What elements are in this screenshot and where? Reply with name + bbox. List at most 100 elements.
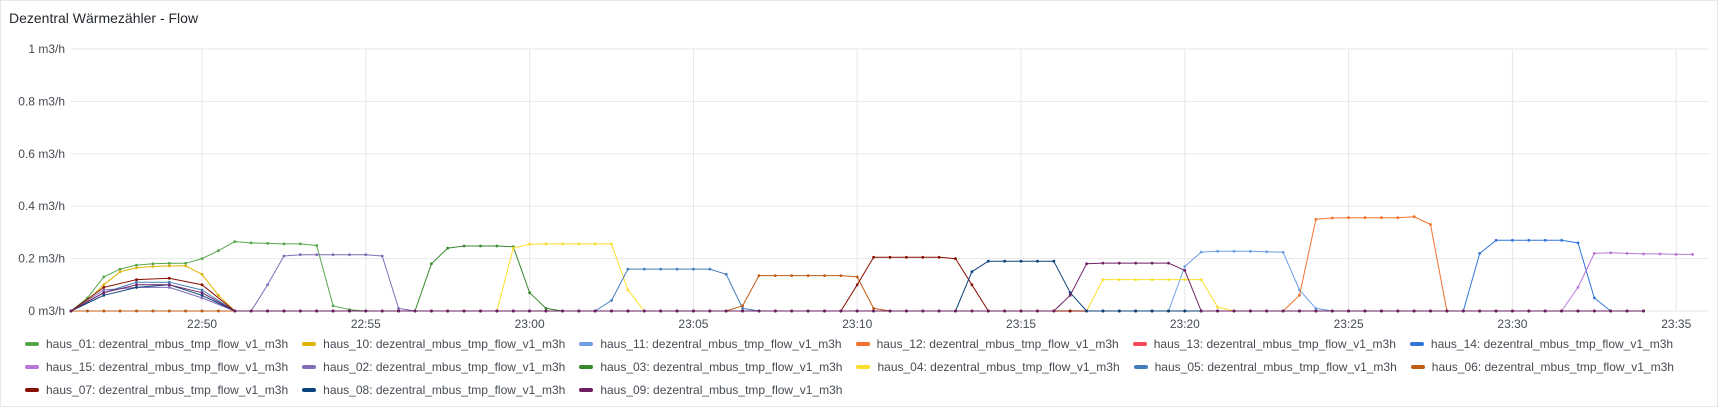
- data-point: [1068, 293, 1072, 297]
- series-layer: [69, 215, 1694, 313]
- data-point: [348, 309, 351, 313]
- data-point: [200, 296, 204, 300]
- x-tick-label: 23:25: [1334, 317, 1364, 331]
- data-point: [1085, 262, 1088, 266]
- series-haus_09[interactable]: [69, 261, 1645, 313]
- data-point: [1592, 296, 1596, 300]
- series-haus_15[interactable]: [69, 251, 1694, 313]
- data-point: [1150, 309, 1154, 313]
- x-axis: 22:50 22:55 23:00 23:05 23:10 23:15 23:20 23:25…: [187, 317, 1692, 331]
- data-point: [806, 274, 810, 277]
- data-point: [1625, 252, 1629, 255]
- data-point: [741, 307, 744, 310]
- data-point: [1298, 293, 1301, 297]
- data-point: [757, 309, 761, 313]
- legend-label: haus_04: dezentral_mbus_tmp_flow_v1_m3h: [877, 359, 1120, 374]
- data-point: [1085, 309, 1088, 313]
- data-point: [544, 309, 548, 313]
- data-point: [1199, 250, 1203, 254]
- data-point: [1314, 309, 1318, 313]
- data-point: [1576, 286, 1580, 289]
- data-point: [937, 309, 941, 313]
- legend-item[interactable]: haus_10: dezentral_mbus_tmp_flow_v1_m3h: [302, 335, 565, 352]
- data-point: [69, 309, 73, 313]
- data-point: [167, 276, 171, 280]
- data-point: [233, 240, 237, 244]
- legend-item[interactable]: haus_01: dezentral_mbus_tmp_flow_v1_m3h: [25, 335, 288, 352]
- data-point: [528, 291, 531, 295]
- series-line[interactable]: [70, 262, 1644, 312]
- data-point: [479, 309, 482, 313]
- data-point: [724, 272, 728, 276]
- data-point: [135, 280, 138, 284]
- x-tick-label: 23:30: [1497, 317, 1527, 331]
- legend-item[interactable]: haus_11: dezentral_mbus_tmp_flow_v1_m3h: [579, 335, 842, 352]
- data-point: [970, 270, 974, 274]
- data-point: [331, 309, 335, 313]
- data-point: [1314, 307, 1318, 310]
- data-point: [1216, 249, 1219, 253]
- data-point: [135, 278, 138, 281]
- data-point: [151, 265, 155, 268]
- legend-item[interactable]: haus_13: dezentral_mbus_tmp_flow_v1_m3h: [1132, 335, 1396, 352]
- legend-item[interactable]: haus_09: dezentral_mbus_tmp_flow_v1_m3h: [579, 381, 842, 398]
- x-tick-label: 23:10: [842, 317, 872, 331]
- data-point: [167, 286, 171, 289]
- legend-item[interactable]: haus_06: dezentral_mbus_tmp_flow_v1_m3h: [1410, 358, 1674, 375]
- legend-item[interactable]: haus_04: dezentral_mbus_tmp_flow_v1_m3h: [856, 358, 1120, 375]
- data-point: [1183, 265, 1187, 268]
- legend-swatch-icon: [302, 364, 317, 369]
- data-point: [135, 263, 138, 267]
- data-point: [905, 255, 908, 259]
- data-point: [626, 267, 630, 271]
- data-point: [872, 255, 875, 259]
- data-point: [495, 244, 499, 248]
- data-point: [1232, 249, 1236, 253]
- data-point: [1232, 309, 1236, 313]
- data-point: [659, 267, 663, 271]
- data-point: [184, 264, 188, 268]
- data-point: [1003, 309, 1007, 313]
- data-point: [266, 283, 269, 287]
- legend-item[interactable]: haus_05: dezentral_mbus_tmp_flow_v1_m3h: [1133, 358, 1397, 375]
- legend-swatch-icon: [25, 341, 39, 346]
- legend-item[interactable]: haus_15: dezentral_mbus_tmp_flow_v1_m3h: [25, 358, 288, 375]
- data-point: [430, 309, 433, 313]
- data-point: [675, 267, 679, 271]
- y-tick-label: 0.2 m3/h: [18, 252, 65, 266]
- data-point: [921, 309, 925, 313]
- data-point: [970, 283, 974, 287]
- legend-item[interactable]: haus_12: dezentral_mbus_tmp_flow_v1_m3h: [855, 335, 1119, 352]
- panel-title[interactable]: Dezentral Wärmezähler - Flow: [9, 10, 199, 26]
- data-point: [1298, 309, 1301, 313]
- data-point: [839, 274, 843, 277]
- data-point: [397, 309, 400, 313]
- data-point: [823, 274, 826, 277]
- data-point: [511, 309, 515, 313]
- legend-swatch-icon: [25, 364, 39, 369]
- data-point: [692, 309, 695, 313]
- legend-label: haus_06: dezentral_mbus_tmp_flow_v1_m3h: [1431, 359, 1674, 374]
- legend-item[interactable]: haus_02: dezentral_mbus_tmp_flow_v1_m3h: [302, 358, 565, 375]
- data-point: [397, 307, 400, 310]
- x-tick-label: 23:05: [678, 317, 708, 331]
- data-point: [430, 262, 433, 266]
- data-point: [1461, 309, 1465, 313]
- legend-swatch-icon: [302, 387, 317, 392]
- flow-line-chart[interactable]: 0 m3/h 0.2 m3/h 0.4 m3/h 0.6 m3/h 0.8 m3/h 1 …: [1, 1, 1718, 331]
- legend-item[interactable]: haus_07: dezentral_mbus_tmp_flow_v1_m3h: [25, 381, 288, 398]
- data-point: [675, 309, 679, 313]
- data-point: [1265, 309, 1269, 313]
- data-point: [315, 244, 319, 247]
- data-point: [741, 309, 744, 313]
- legend-item[interactable]: haus_08: dezentral_mbus_tmp_flow_v1_m3h: [302, 381, 565, 398]
- series-line[interactable]: [71, 252, 1693, 312]
- legend-item[interactable]: haus_03: dezentral_mbus_tmp_flow_v1_m3h: [579, 358, 842, 375]
- data-point: [200, 257, 204, 260]
- x-tick-label: 23:35: [1661, 317, 1691, 331]
- data-point: [1281, 309, 1285, 313]
- data-point: [1642, 309, 1645, 313]
- legend-item[interactable]: haus_14: dezentral_mbus_tmp_flow_v1_m3h: [1409, 335, 1673, 352]
- data-point: [298, 309, 302, 313]
- data-point: [839, 309, 843, 313]
